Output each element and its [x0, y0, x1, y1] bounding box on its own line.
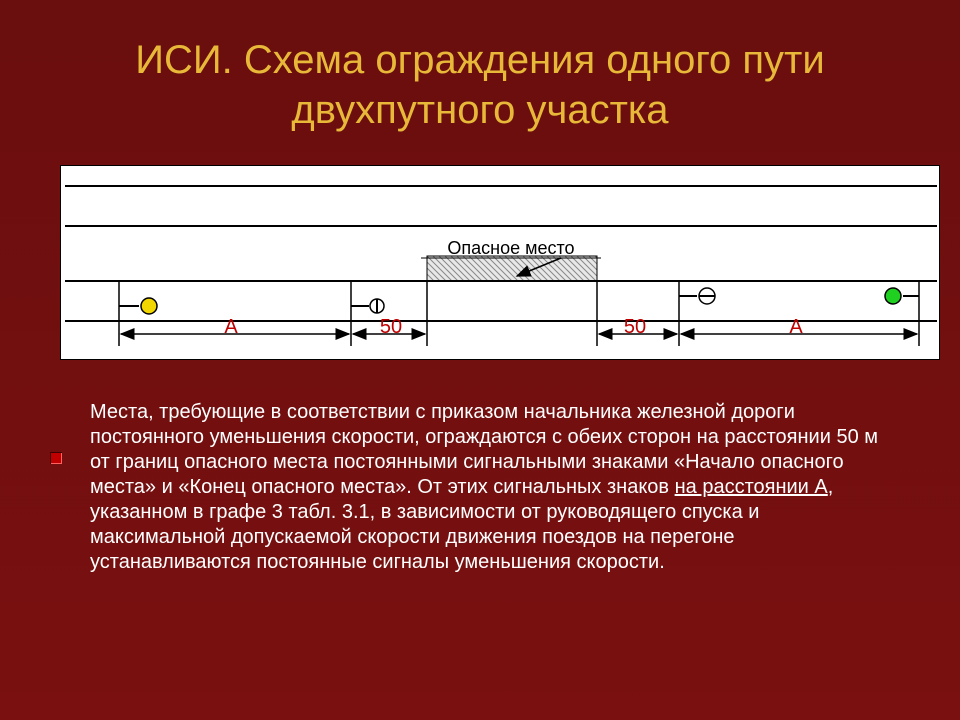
- body-text: Места, требующие в соответствии с приказ…: [90, 400, 890, 575]
- slide-title: ИСИ. Схема ограждения одного пути двухпу…: [60, 35, 900, 135]
- svg-text:A: A: [789, 316, 803, 338]
- svg-text:A: A: [224, 316, 238, 338]
- svg-text:Опасное место: Опасное место: [447, 238, 574, 258]
- svg-text:50: 50: [380, 316, 402, 338]
- fencing-diagram: Опасное место A 50 50 A: [61, 166, 941, 361]
- body-underlined: на расстоянии А: [675, 476, 828, 498]
- bullet-icon: [50, 452, 62, 464]
- diagram-container: Опасное место A 50 50 A: [60, 165, 940, 360]
- svg-text:50: 50: [624, 316, 646, 338]
